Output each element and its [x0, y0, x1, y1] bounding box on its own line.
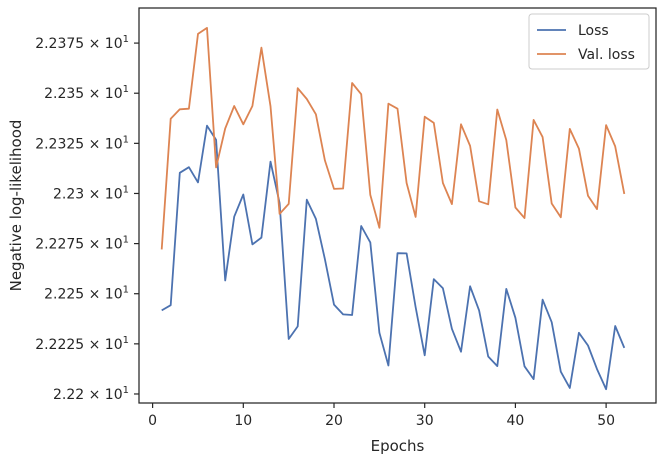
y-tick-label: 2.2275 × 101: [35, 235, 129, 253]
x-tick-label: 0: [148, 413, 157, 429]
x-axis-ticks: 0 10 20 30 40 50: [148, 403, 615, 429]
x-tick-label: 40: [506, 413, 524, 429]
y-tick-label: 2.225 × 101: [44, 285, 129, 303]
y-axis-label: Negative log-likelihood: [7, 120, 25, 292]
y-tick-label: 2.22 × 101: [53, 385, 129, 403]
y-tick-label: 2.235 × 101: [44, 84, 129, 102]
x-tick-label: 10: [234, 413, 252, 429]
y-tick-label: 2.2225 × 101: [35, 335, 129, 353]
legend-label-val-loss: Val. loss: [578, 47, 635, 63]
series-layer: [160, 26, 626, 391]
x-tick-label: 50: [597, 413, 615, 429]
x-tick-label: 20: [325, 413, 343, 429]
series-line-loss: [161, 124, 626, 391]
y-tick-label: 2.2325 × 101: [35, 134, 129, 152]
plot-frame: [138, 7, 657, 404]
legend-label-loss: Loss: [578, 23, 609, 39]
series-line-val-loss: [160, 26, 626, 250]
legend-box: [528, 13, 650, 70]
y-tick-label: 2.23 × 101: [53, 184, 129, 202]
y-tick-label: 2.2375 × 101: [35, 34, 129, 52]
legend: Loss Val. loss: [528, 13, 650, 70]
y-axis-ticks: 2.22 × 101 2.2225 × 101 2.225 × 101 2.2275 …: [35, 34, 139, 403]
x-tick-label: 30: [416, 413, 434, 429]
x-axis-label: Epochs: [371, 437, 425, 455]
plot-area: [139, 8, 656, 403]
